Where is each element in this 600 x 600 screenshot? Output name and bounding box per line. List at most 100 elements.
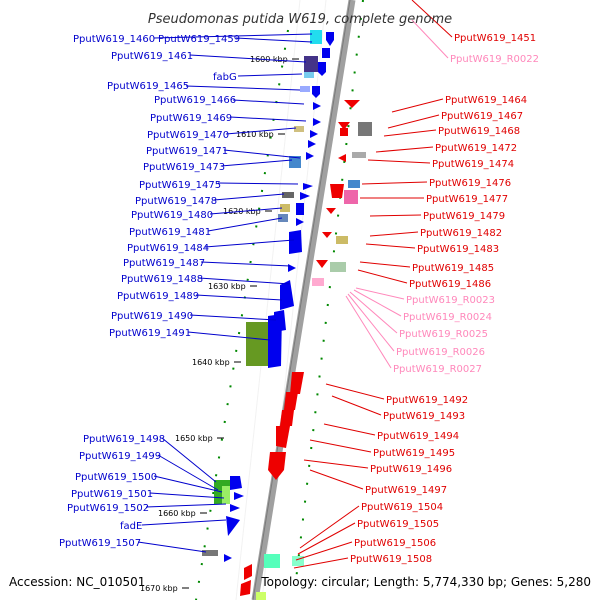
left-connector [198,277,291,285]
dotted-tracks [195,0,364,600]
gene-label: PputW619_1459 [158,34,240,45]
feature-arrow [240,580,251,596]
left-connector [209,207,283,215]
annotation-block [304,56,318,72]
left-connector [153,475,223,493]
left-connector [225,127,297,135]
left-connector [137,541,207,553]
gene-label: PputW619_1481 [129,227,211,238]
annotation-block [202,550,218,556]
rna-label: PputW619_R0026 [396,347,485,358]
left-connector [217,182,299,185]
feature-arrow [289,230,302,254]
gene-label: PputW619_1482 [420,228,502,239]
gene-label: PputW619_1508 [350,554,432,565]
label-connectors [137,0,453,569]
right-connector [347,293,395,352]
right-connector [387,114,440,129]
gene-label: PputW619_1487 [123,258,205,269]
rna-label: PputW619_R0022 [450,54,539,65]
right-connector [325,383,385,400]
rna-label: PputW619_R0023 [406,295,495,306]
right-connector [297,522,356,555]
annotation-block [280,204,290,212]
gene-label: PputW619_1499 [79,451,161,462]
annotation-block [289,156,301,168]
gene-label: PputW619_1496 [370,464,452,475]
gene-label: PputW619_1500 [75,472,157,483]
right-connector [323,423,376,436]
right-connector [359,261,411,268]
feature-arrow [280,410,294,426]
left-connector [185,85,301,91]
forward-features [224,32,334,562]
right-connector [367,159,431,164]
gene-label: PputW619_1504 [361,502,443,513]
left-connector [204,239,295,248]
left-connector [220,159,293,167]
gene-label: PputW619_1494 [377,431,459,442]
annotation-block [256,592,266,600]
feature-arrow [276,426,290,448]
feature-arrow [290,372,304,394]
gene-label: PputW619_1485 [412,263,494,274]
feature-arrow [230,504,240,512]
feature-arrow [338,122,350,130]
left-connector [213,193,285,201]
tick-label-1670: 1670 kbp [140,584,178,593]
tick-label-1640: 1640 kbp [192,358,230,367]
gene-label: PputW619_1486 [409,279,491,290]
right-connector [361,181,428,185]
tick-label-1660: 1660 kbp [158,509,196,518]
tick-label-1630: 1630 kbp [208,282,246,291]
feature-arrow [326,208,336,214]
left-connector [189,54,307,63]
left-connector [200,261,291,267]
right-connector [309,469,364,490]
annotation-block [246,322,268,366]
inner-right-track [295,0,364,581]
left-connector [141,519,227,526]
left-connector [207,217,283,232]
outer-left-track [195,29,289,600]
feature-block [322,48,330,58]
gene-label: PputW619_1478 [135,196,217,207]
gene-label: PputW619_1470 [147,130,229,141]
right-connector [369,214,422,217]
annotation-block [278,214,288,222]
gene-label: PputW619_1476 [429,178,511,189]
left-connector [232,99,305,105]
feature-arrow [306,152,314,160]
feature-arrow [288,264,296,272]
annotation-block [310,30,322,44]
gene-label: PputW619_1498 [83,434,165,445]
gene-label: PputW619_1464 [445,95,527,106]
right-connector [355,287,405,300]
gene-label: PputW619_1483 [417,244,499,255]
gene-label: PputW619_1465 [107,81,189,92]
right-connector [299,505,360,549]
annotation-block [352,152,366,158]
gene-label: PputW619_1501 [71,489,153,500]
left-connector [153,33,313,39]
annotation-block [336,236,348,244]
feature-arrow [316,260,328,268]
gene-label: PputW619_1475 [139,180,221,191]
gene-label: fabG [213,72,237,83]
rna-marker [312,278,324,286]
feature-arrow [296,218,304,226]
left-connector [223,149,301,159]
left-connector [145,503,227,508]
feature-arrow [318,62,326,76]
feature-arrow [268,452,286,480]
annotation-block [304,72,314,78]
right-connector [349,291,398,334]
feature-arrow [312,86,320,98]
annotation-block [358,122,372,136]
left-connector [235,37,313,43]
rna-label: PputW619_R0025 [399,329,488,340]
tick-label-1610: 1610 kbp [236,130,274,139]
feature-arrow [226,516,240,536]
reverse-features [240,100,360,596]
